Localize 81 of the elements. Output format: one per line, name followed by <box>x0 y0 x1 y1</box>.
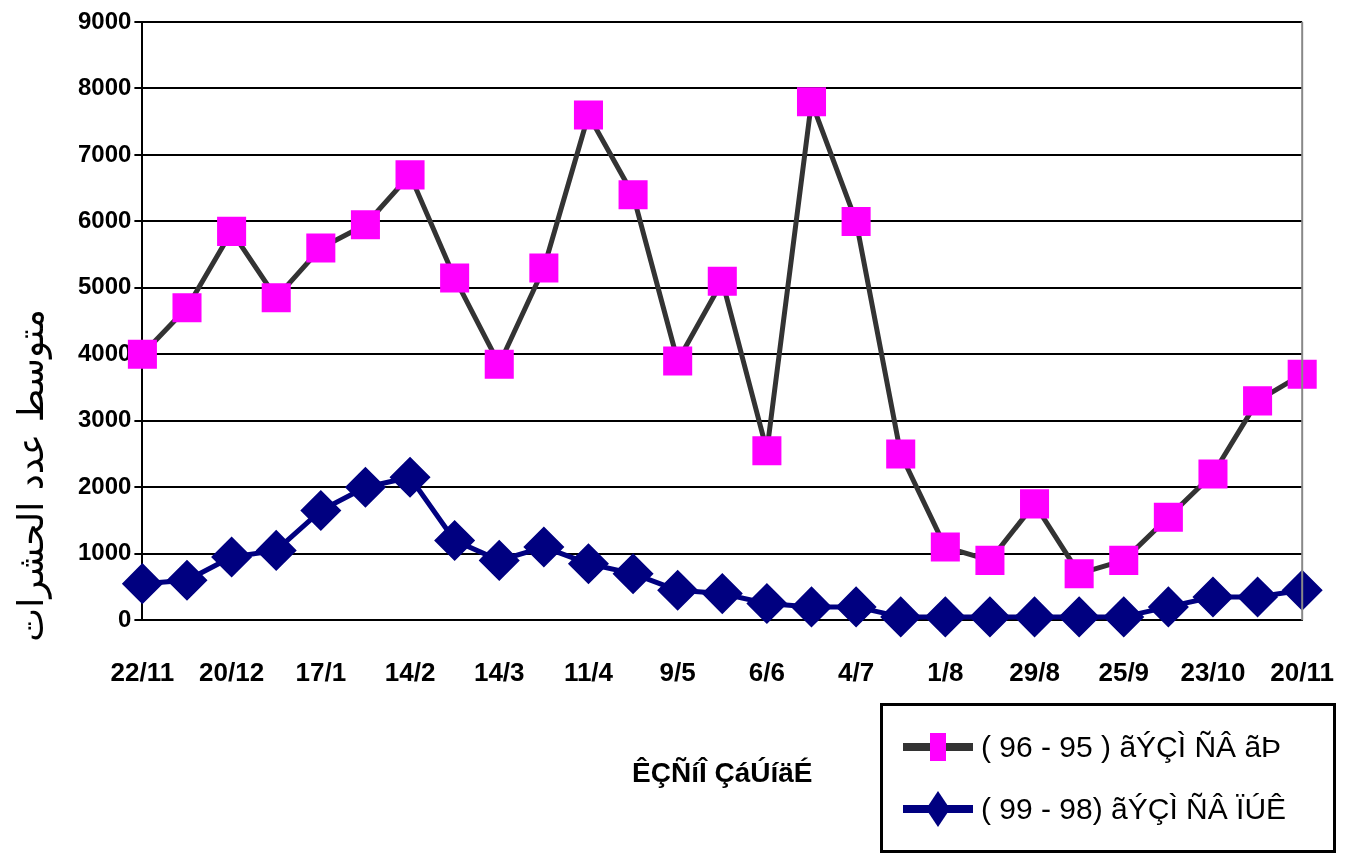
x-tick-label: 25/9 <box>1098 656 1150 687</box>
point <box>886 439 916 469</box>
point <box>479 540 519 580</box>
point <box>122 564 162 604</box>
point <box>836 587 876 627</box>
point <box>167 560 207 600</box>
point <box>306 233 336 263</box>
point <box>752 436 782 466</box>
point <box>970 597 1010 637</box>
y-tick-label: 5000 <box>78 272 132 300</box>
x-tick-label: 20/11 <box>1270 656 1335 687</box>
y-tick-label: 6000 <box>78 206 132 234</box>
point <box>345 467 385 507</box>
x-axis-title: ÊÇÑíÎ ÇáÚíäÉ <box>632 756 813 788</box>
point <box>881 597 921 637</box>
x-tick-label: 14/3 <box>473 656 525 687</box>
point <box>350 210 380 240</box>
point <box>796 87 827 117</box>
point <box>702 574 742 614</box>
x-tick-label: 1/8 <box>927 656 964 687</box>
x-tick-label: 29/8 <box>1009 656 1060 687</box>
x-tick-label: 6/6 <box>748 656 785 687</box>
point <box>212 537 252 577</box>
y-tick-label: 0 <box>118 604 132 632</box>
y-tick-label: 8000 <box>78 73 132 101</box>
x-tick-label: 4/7 <box>838 656 875 687</box>
point <box>127 339 157 369</box>
point <box>1059 597 1099 637</box>
point <box>435 520 475 560</box>
point <box>792 587 831 627</box>
point <box>573 100 603 130</box>
x-tick-label: 9/5 <box>659 656 696 687</box>
point <box>484 349 514 379</box>
point <box>1287 359 1317 389</box>
y-tick-label: 2000 <box>78 471 132 499</box>
point <box>261 283 291 313</box>
point <box>1015 597 1055 637</box>
point <box>1109 545 1139 575</box>
point <box>930 532 960 562</box>
legend-label: ( 99 - 98) ãÝÇÌ ÑÂ ÏÚÊ <box>981 792 1287 826</box>
point <box>1238 577 1278 617</box>
y-axis-title: متوسط عدد الحشرات <box>9 308 51 642</box>
point <box>658 570 698 610</box>
x-tick-label: 11/4 <box>563 656 614 687</box>
point <box>390 457 430 497</box>
point <box>1020 489 1050 519</box>
y-tick-label: 9000 <box>78 6 132 34</box>
point <box>1198 459 1228 489</box>
point <box>568 544 608 584</box>
point <box>1243 386 1273 416</box>
point <box>1064 559 1094 589</box>
legend-label: ( 96 - 95 ) ãÝÇÌ ÑÂ ãÞ <box>981 730 1282 764</box>
point <box>172 293 202 323</box>
point <box>529 253 559 283</box>
point <box>440 263 470 293</box>
point <box>925 597 965 637</box>
x-tick-label: 22/11 <box>110 656 175 687</box>
point <box>256 530 296 570</box>
x-tick-label: 14/2 <box>384 656 436 687</box>
point <box>841 206 871 236</box>
point <box>613 554 653 594</box>
y-tick-label: 3000 <box>78 405 132 433</box>
point <box>747 584 787 624</box>
point <box>1193 577 1233 617</box>
x-tick-label: 23/10 <box>1180 656 1246 687</box>
point <box>301 491 341 531</box>
x-tick-label: 17/1 <box>295 656 347 687</box>
point <box>1282 570 1322 610</box>
point <box>395 160 425 190</box>
point <box>1153 502 1183 532</box>
x-tick-label: 20/12 <box>199 656 265 687</box>
y-tick-label: 7000 <box>78 139 132 167</box>
point <box>1104 597 1144 637</box>
point <box>217 216 247 246</box>
point <box>975 545 1005 575</box>
point <box>618 180 648 210</box>
point <box>1148 587 1188 627</box>
point <box>524 527 564 567</box>
point <box>707 266 737 296</box>
point <box>663 346 693 376</box>
y-tick-label: 1000 <box>78 538 132 566</box>
